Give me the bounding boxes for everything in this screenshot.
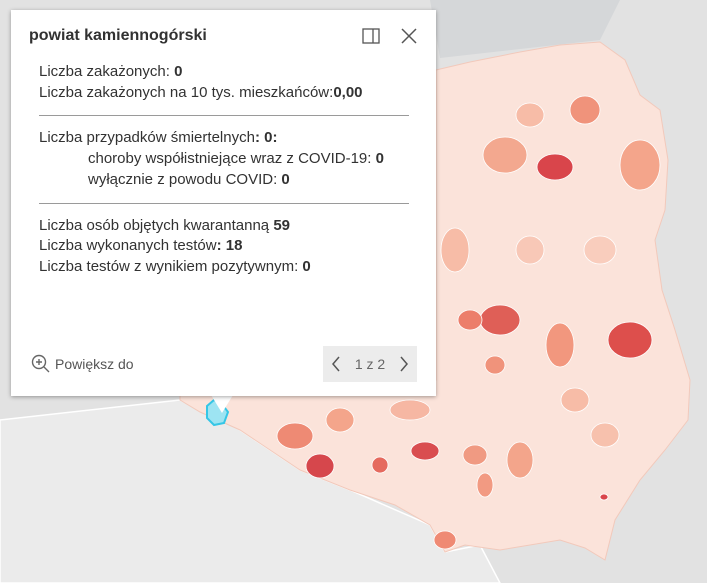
info-row: Liczba testów z wynikiem pozytywnym: 0 <box>39 257 409 278</box>
info-label: Liczba osób objętych kwarantanną <box>39 216 274 234</box>
info-value: 0 <box>281 170 290 188</box>
info-value: : 0: <box>254 129 278 147</box>
info-label: choroby współistniejące wraz z COVID-19: <box>88 150 376 168</box>
districts <box>276 95 661 550</box>
info-value: 0 <box>174 63 183 80</box>
info-value: : 18 <box>216 237 243 255</box>
info-label: Liczba przypadków śmiertelnych <box>39 129 255 147</box>
info-row: choroby współistniejące wraz z COVID-19:… <box>39 149 409 170</box>
info-value: 0 <box>302 257 311 275</box>
info-row: Liczba wykonanych testów: 18 <box>39 236 409 257</box>
info-value: 59 <box>273 216 291 234</box>
zoom-to[interactable]: Powiększ do <box>31 354 134 374</box>
popup: powiat kamiennogórski Liczba zakażonych:… <box>11 10 436 396</box>
info-label: Liczba zakażonych: <box>39 63 175 80</box>
popup-title: powiat kamiennogórski <box>29 27 207 44</box>
separator <box>39 115 409 117</box>
dock-button[interactable] <box>361 27 381 45</box>
info-label: wyłącznie z powodu COVID: <box>88 170 282 188</box>
info-row: Liczba zakażonych: 0 <box>39 62 409 83</box>
close-button[interactable] <box>400 27 418 45</box>
zoom-label: Powiększ do <box>55 356 134 372</box>
info-label: Liczba wykonanych testów <box>39 237 217 255</box>
pager: 1 z 2 <box>323 346 417 382</box>
info-label: Liczba testów z wynikiem pozytywnym: <box>39 257 303 275</box>
info-value: 0,00 <box>333 83 363 101</box>
info-value: 0 <box>375 150 384 168</box>
pager-label: 1 z 2 <box>354 356 386 372</box>
popup-content: Liczba zakażonych: 0 Liczba zakażonych na… <box>39 62 409 278</box>
info-row: wyłącznie z powodu COVID: 0 <box>39 170 409 191</box>
info-row: Liczba zakażonych na 10 tys. mieszkańców… <box>39 83 409 104</box>
info-label: Liczba zakażonych na 10 tys. mieszkańców… <box>39 83 334 101</box>
separator <box>39 202 409 204</box>
prev-button[interactable] <box>331 356 341 372</box>
popup-pointer <box>211 395 233 413</box>
info-row: Liczba osób objętych kwarantanną 59 <box>39 216 409 237</box>
zoom-icon <box>31 354 50 373</box>
neighbor <box>430 0 620 58</box>
info-row: Liczba przypadków śmiertelnych: 0: <box>39 128 409 149</box>
next-button[interactable] <box>399 356 409 372</box>
